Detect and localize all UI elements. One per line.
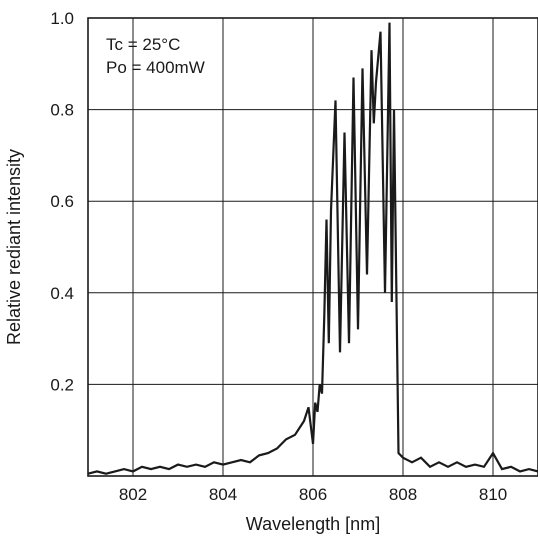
x-tick-label: 806 [299, 485, 327, 504]
y-tick-labels: 0.2 0.4 0.6 0.8 1.0 [50, 9, 74, 394]
x-tick-label: 808 [389, 485, 417, 504]
grid-lines [88, 17, 538, 476]
x-tick-label: 810 [479, 485, 507, 504]
annotation-power: Po = 400mW [106, 58, 205, 77]
y-tick-label: 1.0 [50, 9, 74, 28]
x-tick-label: 802 [119, 485, 147, 504]
y-tick-label: 0.4 [50, 284, 74, 303]
y-tick-label: 0.2 [50, 375, 74, 394]
x-tick-labels: 802 804 806 808 810 [119, 485, 507, 504]
x-tick-label: 804 [209, 485, 237, 504]
plot-frame [87, 17, 538, 477]
y-axis-label: Relative rediant intensity [4, 149, 24, 345]
y-tick-label: 0.6 [50, 192, 74, 211]
x-axis-label: Wavelength [nm] [246, 514, 380, 534]
annotation-temperature: Tc = 25°C [106, 35, 180, 54]
y-tick-label: 0.8 [50, 101, 74, 120]
series-line [87, 22, 538, 475]
